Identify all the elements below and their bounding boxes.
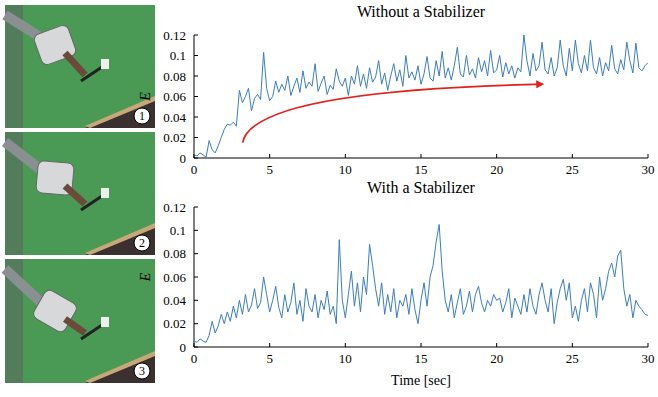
x-tick (648, 154, 649, 158)
x-tick-label: 15 (415, 351, 428, 366)
photo-background (5, 132, 155, 255)
y-tick (194, 55, 198, 56)
y-tick-label: 0.06 (163, 270, 186, 285)
x-tick (496, 154, 497, 158)
y-tick (194, 207, 198, 208)
x-tick-label: 10 (339, 351, 352, 366)
y-tick (194, 300, 198, 301)
x-tick (648, 343, 649, 347)
robot-hand (65, 53, 85, 75)
x-tick-label: 20 (490, 162, 503, 177)
x-tick (269, 343, 270, 347)
photo-label-circle (134, 363, 150, 379)
y-tick (194, 117, 198, 118)
y-tick-label: 0.08 (163, 246, 186, 261)
x-tick-label: 5 (266, 351, 273, 366)
x-tick-label: 25 (566, 351, 579, 366)
y-tick-label: 0.1 (170, 223, 186, 238)
y-tick-label: 0.02 (163, 130, 186, 145)
x-tick-label: 20 (490, 351, 503, 366)
x-tick (345, 154, 346, 158)
chart: With a Stabilizer 0 0.02 0.04 0.06 0.08 0.1 0.1… (138, 179, 655, 388)
photo-label: 2 (139, 236, 145, 250)
y-tick-label: 0.06 (163, 89, 186, 104)
x-tick (269, 154, 270, 158)
photo-background (5, 5, 155, 128)
y-tick-label: 0.12 (163, 28, 186, 43)
chart-title: Without a Stabilizer (357, 3, 486, 20)
photo-background (5, 259, 155, 383)
robot-hand (65, 319, 85, 333)
x-tick-label: 10 (339, 162, 352, 177)
y-tick (194, 277, 198, 278)
y-axis-title: E (138, 272, 153, 282)
chart-title: With a Stabilizer (367, 179, 475, 196)
hammer-head (101, 317, 109, 327)
x-tick-label: 5 (266, 162, 273, 177)
y-tick-label: 0.12 (163, 200, 186, 215)
hammer-head (101, 188, 109, 198)
y-tick-label: 0.08 (163, 69, 186, 84)
y-tick-label: 0 (180, 340, 187, 355)
y-tick (194, 96, 198, 97)
x-tick-label: 30 (642, 162, 655, 177)
x-tick (572, 343, 573, 347)
y-tick (194, 35, 198, 36)
table-edge (85, 351, 155, 383)
chart: Without a Stabilizer 0 0.02 0.04 0.06 0.08 0.1… (138, 3, 655, 177)
plot-area (194, 35, 648, 157)
x-tick-label: 15 (415, 162, 428, 177)
x-tick-label: 25 (566, 162, 579, 177)
photo-label: 1 (139, 109, 145, 123)
y-tick (194, 230, 198, 231)
photo-label: 3 (139, 364, 145, 378)
y-tick (194, 137, 198, 138)
photo: 2 (5, 132, 155, 255)
photo: 3 (5, 259, 155, 383)
y-axis-title: E (138, 92, 153, 102)
data-line (194, 225, 648, 343)
trend-arrow (243, 84, 543, 142)
x-axis-title: Time [sec] (391, 373, 451, 388)
x-tick (421, 343, 422, 347)
y-tick (194, 76, 198, 77)
y-tick (194, 253, 198, 254)
y-tick-label: 0.04 (163, 110, 186, 125)
y-tick-label: 0.1 (170, 48, 186, 63)
photo-label-circle (134, 108, 150, 124)
x-tick (421, 154, 422, 158)
plot-area (194, 225, 648, 343)
x-tick-label: 30 (642, 351, 655, 366)
table-edge (85, 223, 155, 255)
photos: 1 2 3 (5, 5, 155, 383)
x-tick (194, 343, 195, 347)
y-tick (194, 347, 198, 348)
y-tick-label: 0.04 (163, 293, 186, 308)
x-tick-label: 0 (191, 351, 198, 366)
x-tick (572, 154, 573, 158)
figure: 1 2 3 Without a Stabilizer 0 0.02 0.04 0.06 0.08… (0, 0, 658, 397)
robot-hand (65, 186, 85, 204)
x-tick (496, 343, 497, 347)
x-tick-label: 0 (191, 162, 198, 177)
y-tick (194, 323, 198, 324)
y-tick-label: 0.02 (163, 316, 186, 331)
photo-label-circle (134, 235, 150, 251)
hammer-head (101, 59, 109, 69)
data-line (194, 35, 648, 157)
y-tick-label: 0 (180, 151, 187, 166)
robot-arm (5, 269, 45, 306)
y-tick (194, 158, 198, 159)
x-tick (345, 343, 346, 347)
photo: 1 (5, 5, 155, 128)
